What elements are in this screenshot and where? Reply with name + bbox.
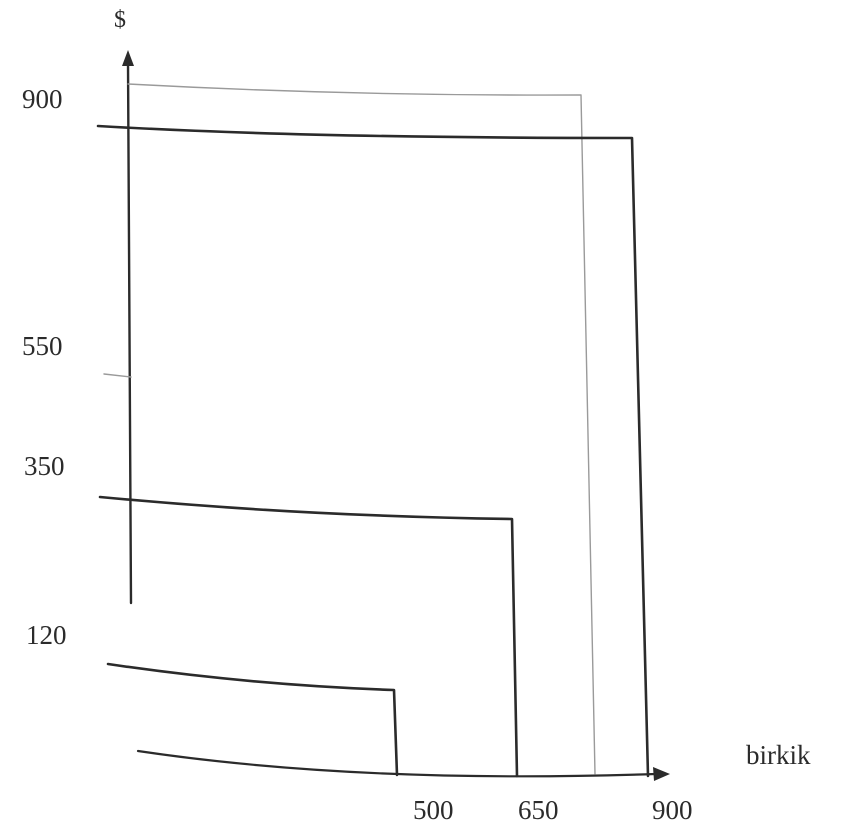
x-axis-label: birkik <box>746 740 811 770</box>
y-axis-arrowhead <box>122 50 134 66</box>
y-tick-label-900: 900 <box>22 84 63 114</box>
guide-line <box>127 83 596 775</box>
x-tick-label-900: 900 <box>652 795 693 825</box>
x-tick-label-650: 650 <box>518 795 559 825</box>
step-900 <box>96 124 650 778</box>
y-tick-label-550: 550 <box>22 331 63 361</box>
x-axis <box>136 749 657 778</box>
x-axis-arrowhead <box>653 767 670 781</box>
step-500 <box>106 662 399 777</box>
y-tick-label-350: 350 <box>24 451 65 481</box>
y-tick-550 <box>103 373 132 378</box>
y-tick-label-120: 120 <box>26 620 67 650</box>
step-650 <box>98 495 519 778</box>
x-tick-label-500: 500 <box>413 795 454 825</box>
y-axis-label: $ <box>114 7 126 33</box>
y-axis <box>126 60 133 605</box>
